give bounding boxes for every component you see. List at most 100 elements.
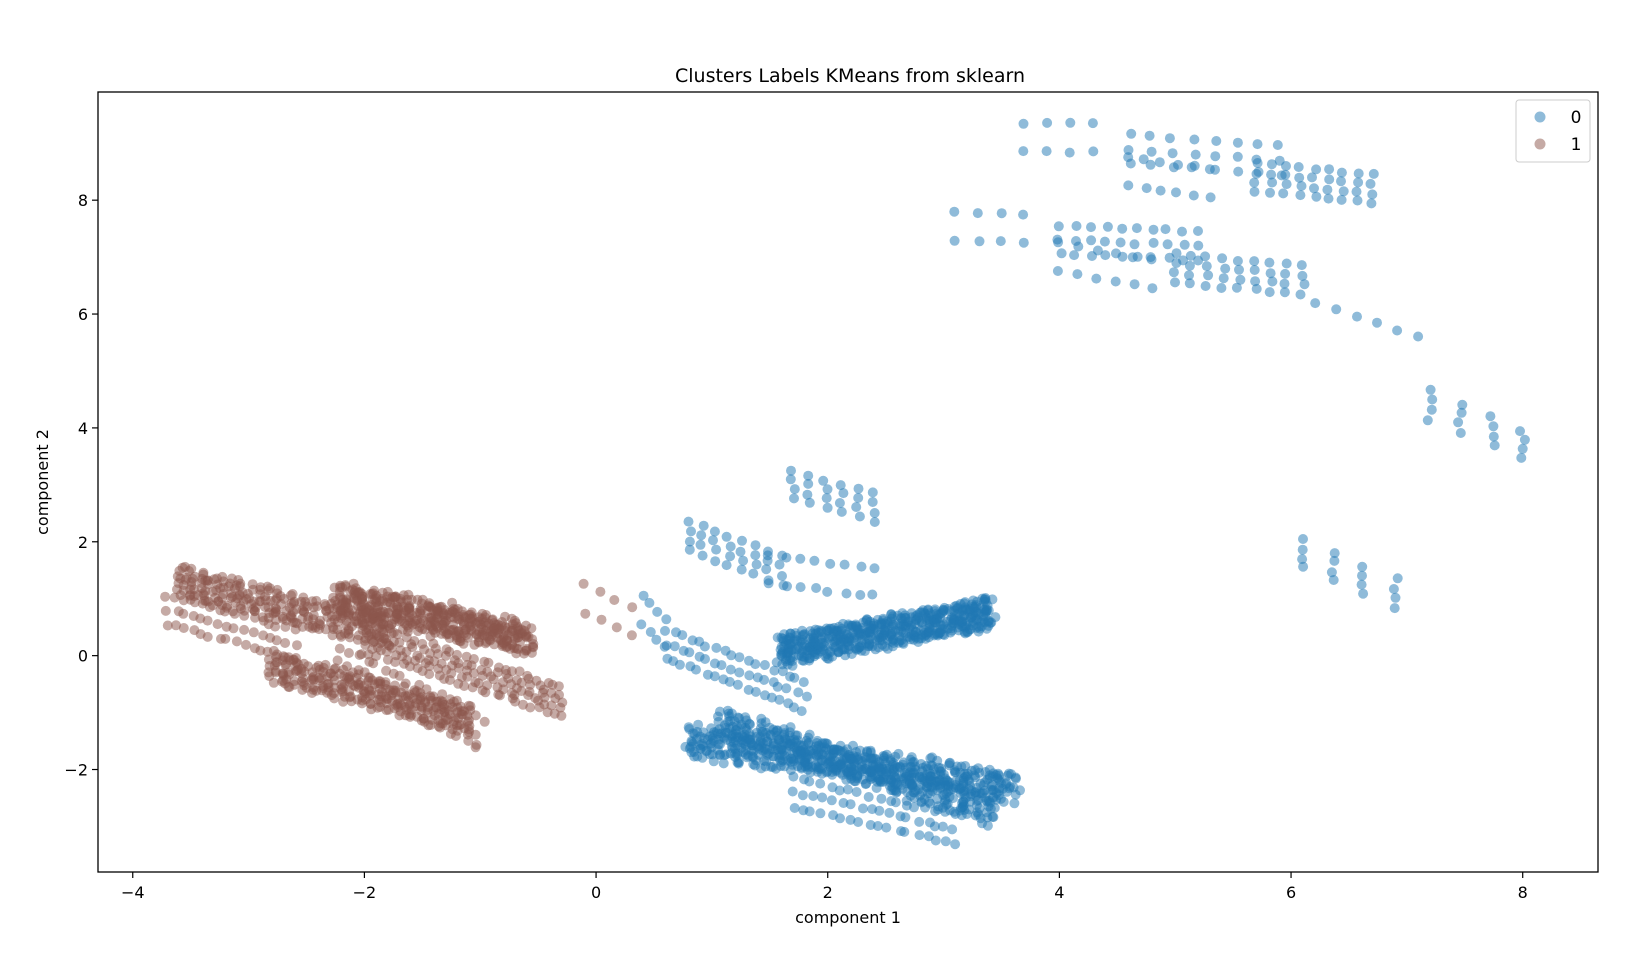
point-series-0 bbox=[1177, 226, 1187, 237]
point-series-1 bbox=[470, 710, 481, 721]
point-series-0 bbox=[748, 568, 759, 579]
point-series-1 bbox=[507, 666, 517, 677]
scatter-points bbox=[160, 117, 1530, 850]
point-series-0 bbox=[950, 809, 961, 819]
point-series-0 bbox=[869, 563, 880, 574]
point-series-0 bbox=[1091, 273, 1102, 284]
y-tick-label: −2 bbox=[64, 761, 88, 780]
point-series-1 bbox=[160, 591, 171, 602]
point-series-0 bbox=[1072, 269, 1083, 280]
point-series-0 bbox=[759, 674, 770, 685]
point-series-0 bbox=[930, 835, 941, 846]
point-series-0 bbox=[1297, 270, 1308, 281]
point-series-0 bbox=[1456, 407, 1467, 418]
point-series-0 bbox=[834, 785, 845, 796]
point-series-0 bbox=[1190, 149, 1201, 160]
point-series-0 bbox=[876, 793, 887, 804]
point-series-0 bbox=[995, 236, 1006, 247]
point-series-0 bbox=[785, 474, 796, 485]
point-series-0 bbox=[744, 670, 755, 681]
point-series-0 bbox=[803, 732, 814, 743]
point-series-0 bbox=[914, 816, 925, 827]
point-series-1 bbox=[334, 643, 345, 654]
point-series-0 bbox=[940, 806, 951, 817]
point-series-0 bbox=[1311, 164, 1322, 175]
point-series-1 bbox=[516, 686, 527, 696]
point-series-1 bbox=[430, 643, 441, 654]
y-tick-label: 2 bbox=[78, 533, 88, 552]
point-series-0 bbox=[932, 755, 943, 766]
point-series-0 bbox=[644, 597, 655, 608]
point-series-0 bbox=[684, 536, 695, 547]
point-series-0 bbox=[725, 664, 736, 675]
point-series-0 bbox=[789, 803, 800, 813]
point-series-0 bbox=[947, 824, 958, 835]
point-series-1 bbox=[367, 644, 378, 655]
point-series-0 bbox=[1179, 239, 1190, 250]
point-series-1 bbox=[198, 567, 209, 578]
point-series-0 bbox=[1425, 384, 1436, 395]
point-series-0 bbox=[987, 811, 998, 822]
series-1 bbox=[160, 561, 638, 753]
point-series-0 bbox=[709, 671, 720, 682]
point-series-0 bbox=[1488, 421, 1499, 432]
point-series-1 bbox=[479, 716, 490, 727]
point-series-1 bbox=[248, 627, 259, 638]
point-series-1 bbox=[392, 698, 403, 709]
point-series-0 bbox=[854, 511, 865, 522]
point-series-1 bbox=[406, 710, 417, 721]
point-series-0 bbox=[802, 691, 812, 702]
point-series-1 bbox=[189, 597, 200, 608]
point-series-0 bbox=[1147, 283, 1158, 294]
point-series-0 bbox=[1253, 166, 1264, 177]
point-series-1 bbox=[394, 670, 405, 681]
point-series-0 bbox=[822, 502, 833, 513]
x-tick-label: 6 bbox=[1286, 883, 1296, 902]
point-series-1 bbox=[452, 649, 462, 660]
point-series-0 bbox=[774, 559, 785, 570]
point-series-0 bbox=[1457, 399, 1468, 410]
point-series-1 bbox=[483, 657, 494, 668]
point-series-0 bbox=[1210, 151, 1221, 162]
point-series-0 bbox=[878, 613, 889, 624]
point-series-0 bbox=[1249, 177, 1260, 188]
point-series-0 bbox=[1146, 254, 1157, 265]
point-series-0 bbox=[1280, 169, 1291, 180]
point-series-0 bbox=[763, 575, 774, 586]
point-series-1 bbox=[452, 603, 463, 614]
point-series-0 bbox=[1232, 256, 1243, 266]
point-series-0 bbox=[1278, 188, 1289, 199]
point-series-0 bbox=[851, 747, 862, 757]
point-series-0 bbox=[869, 517, 880, 527]
point-series-0 bbox=[1189, 134, 1200, 145]
point-series-0 bbox=[1389, 603, 1400, 614]
point-series-1 bbox=[523, 673, 534, 684]
point-series-0 bbox=[1087, 118, 1098, 129]
point-series-0 bbox=[777, 666, 788, 677]
point-series-0 bbox=[850, 619, 861, 630]
point-series-0 bbox=[725, 551, 736, 562]
point-series-0 bbox=[835, 480, 846, 491]
point-series-0 bbox=[797, 790, 808, 801]
legend-label-1: 1 bbox=[1571, 135, 1582, 155]
point-series-0 bbox=[1279, 278, 1290, 289]
point-series-0 bbox=[914, 830, 925, 841]
point-series-1 bbox=[433, 708, 444, 719]
legend-frame bbox=[1515, 99, 1591, 163]
point-series-1 bbox=[514, 666, 525, 677]
point-series-0 bbox=[822, 586, 833, 597]
point-series-0 bbox=[796, 706, 807, 717]
point-series-1 bbox=[369, 585, 380, 596]
point-series-0 bbox=[984, 764, 995, 775]
point-series-0 bbox=[1056, 248, 1067, 259]
point-series-0 bbox=[1488, 431, 1499, 442]
point-series-0 bbox=[776, 632, 787, 643]
point-series-0 bbox=[711, 544, 722, 555]
point-series-0 bbox=[866, 753, 877, 764]
point-series-0 bbox=[818, 475, 829, 486]
point-series-1 bbox=[423, 702, 433, 712]
point-series-0 bbox=[683, 722, 694, 733]
point-series-0 bbox=[1352, 195, 1363, 206]
point-series-1 bbox=[415, 603, 426, 614]
point-series-0 bbox=[990, 612, 1001, 623]
